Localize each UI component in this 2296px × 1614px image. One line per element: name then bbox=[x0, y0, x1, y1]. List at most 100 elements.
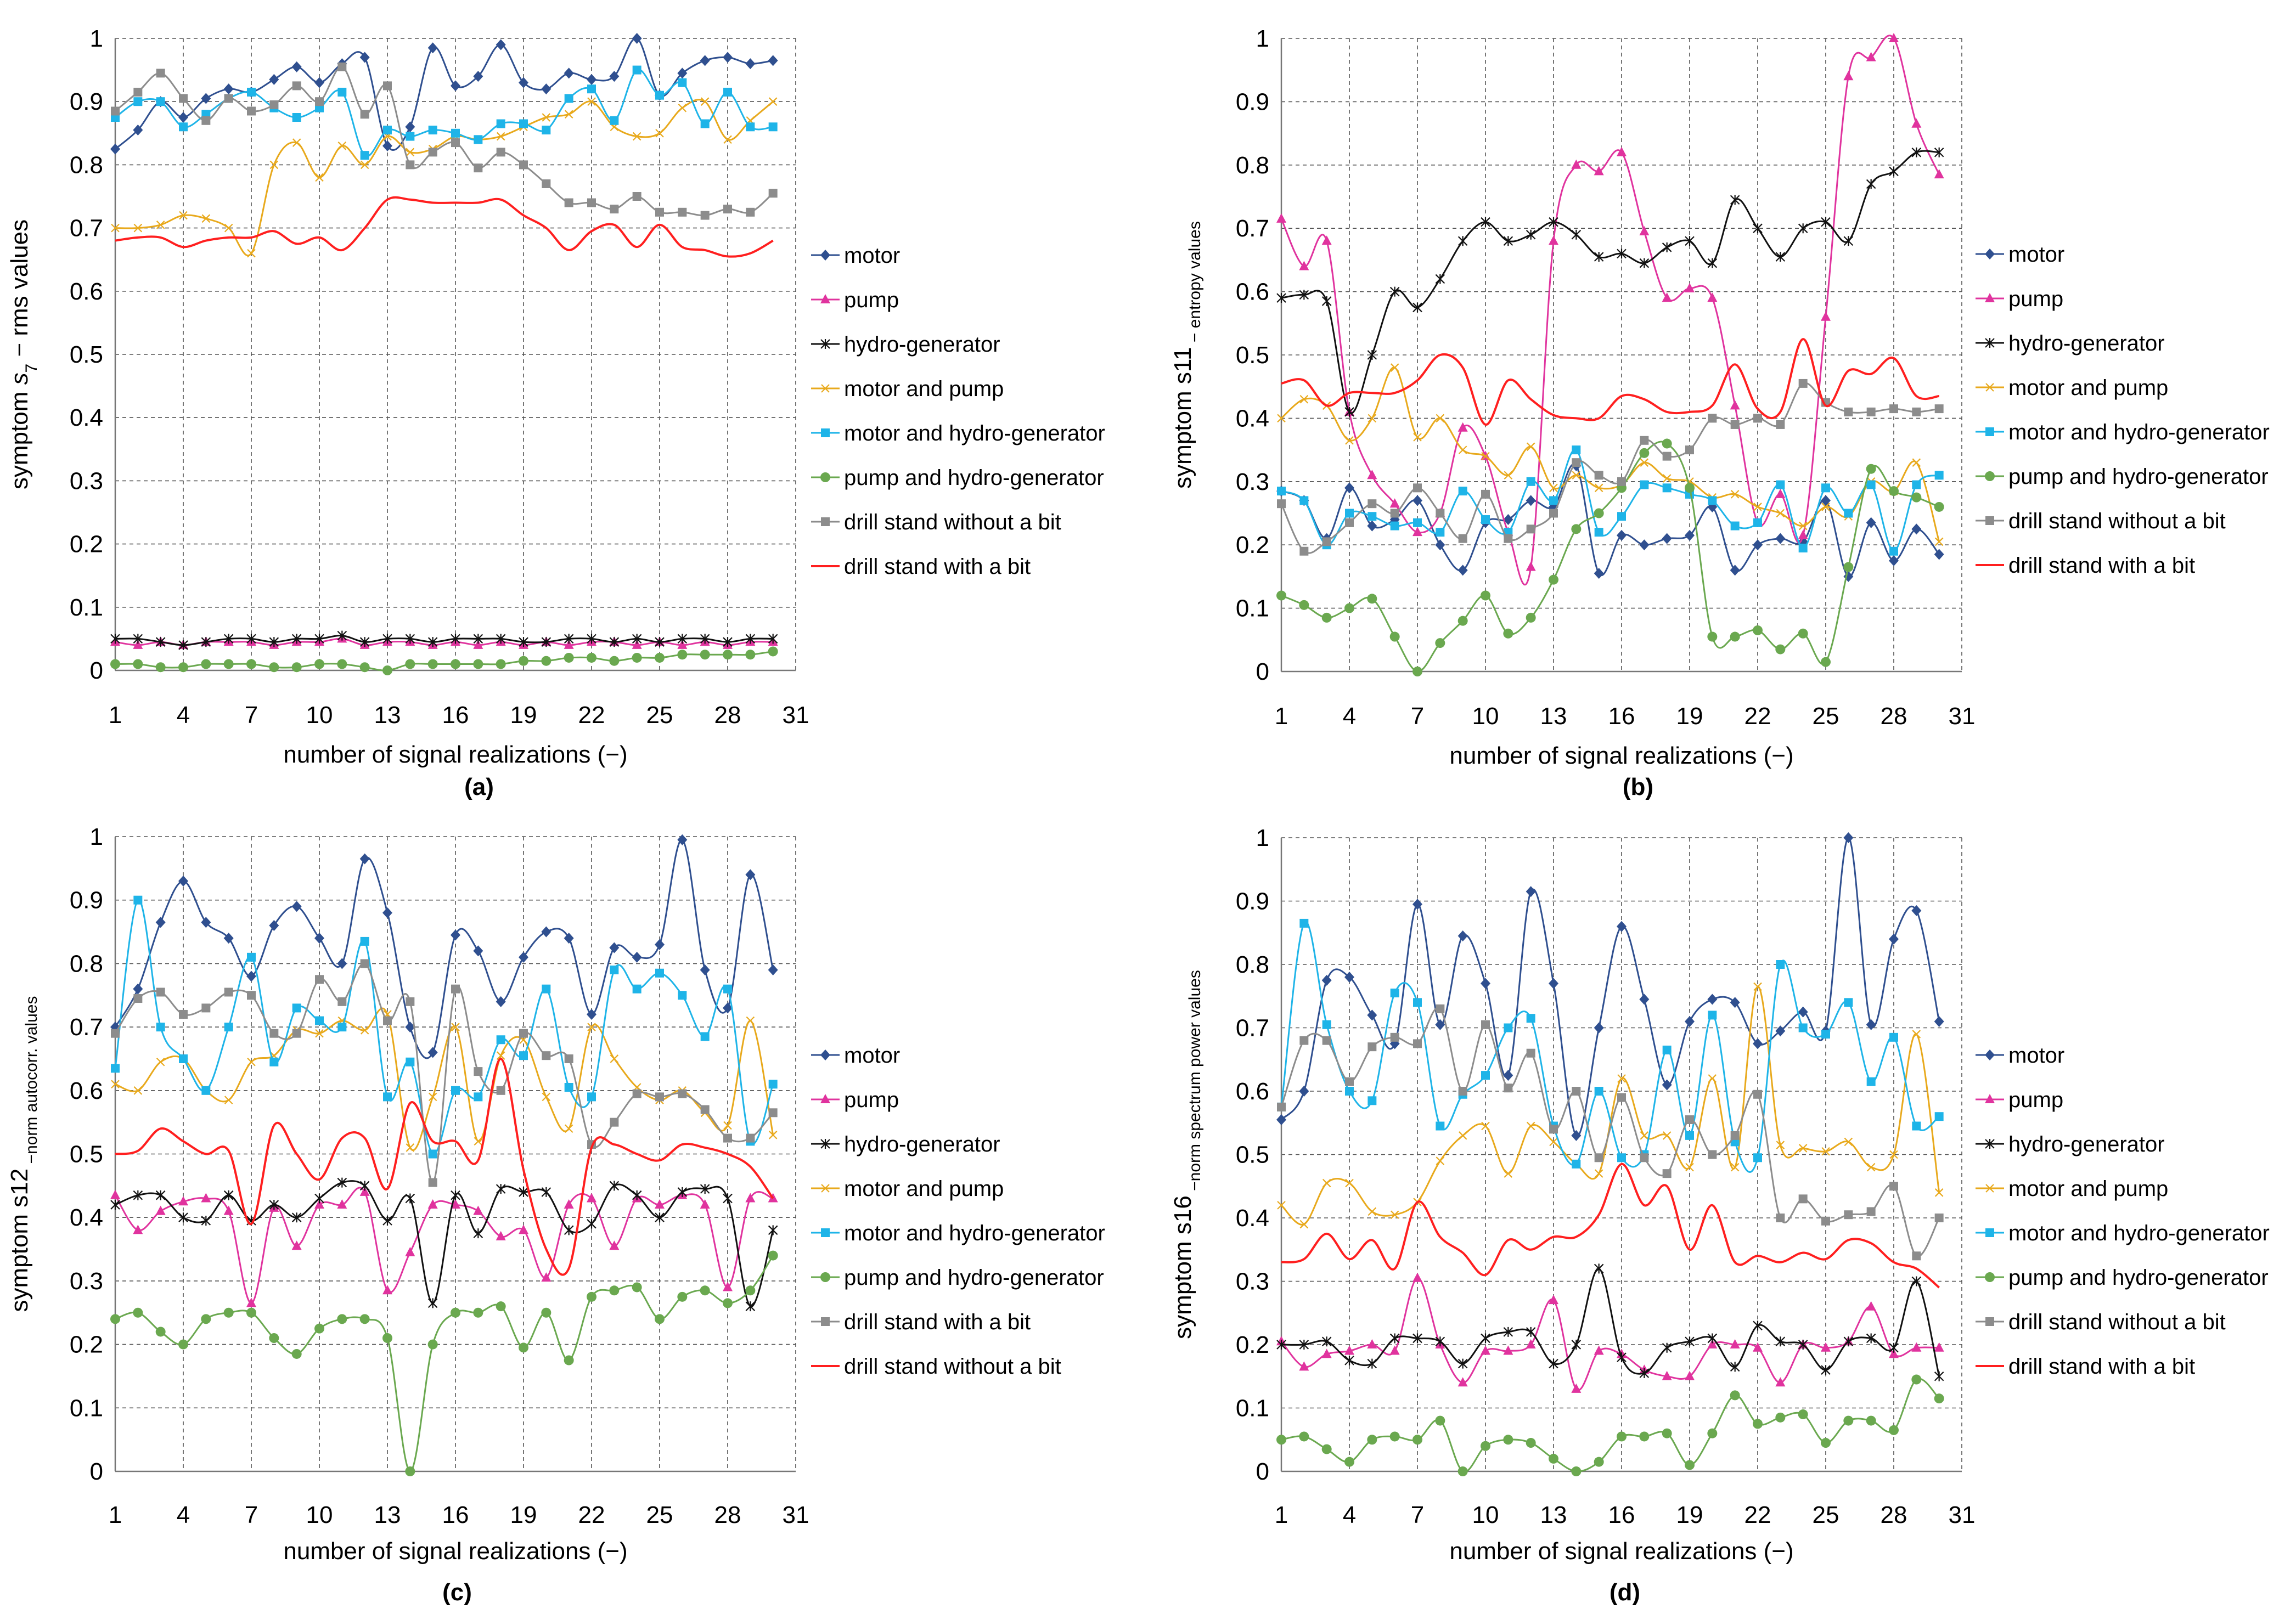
data-point-pump-and-hydro-generator bbox=[1321, 1444, 1332, 1454]
data-point-pump bbox=[1889, 1348, 1899, 1358]
data-point-motor bbox=[745, 869, 756, 881]
panel-caption-d: (d) bbox=[1609, 1579, 1641, 1606]
data-point-motor-and-pump bbox=[1436, 414, 1445, 423]
y-tick-label: 0.4 bbox=[70, 404, 103, 431]
legend-item-pump: pump bbox=[1976, 287, 2063, 311]
x-tick-label: 28 bbox=[714, 1502, 741, 1528]
data-point-motor bbox=[1866, 1019, 1876, 1030]
data-point-hydro-generator bbox=[178, 640, 188, 650]
data-point-motor-and-hydro-generator bbox=[1481, 515, 1490, 524]
data-point-motor bbox=[1707, 994, 1718, 1005]
data-point-hydro-generator bbox=[1934, 147, 1944, 157]
data-point-pump-and-hydro-generator bbox=[1639, 448, 1650, 458]
data-point-motor-and-pump bbox=[542, 113, 551, 122]
data-point-motor bbox=[609, 942, 620, 953]
data-point-motor-and-hydro-generator bbox=[1299, 496, 1309, 505]
data-point-motor-and-pump bbox=[1572, 471, 1581, 480]
x-tick-label: 1 bbox=[1275, 1502, 1288, 1528]
data-point-pump-and-hydro-generator bbox=[1344, 603, 1354, 613]
data-point-motor bbox=[1549, 978, 1558, 989]
x-tick-label: 31 bbox=[783, 1502, 809, 1528]
data-point-pump-and-hydro-generator bbox=[519, 656, 528, 666]
data-point-motor-and-pump bbox=[1526, 1121, 1535, 1131]
data-point-motor-and-hydro-generator bbox=[1458, 487, 1467, 496]
data-point-pump-and-hydro-generator bbox=[427, 1339, 438, 1350]
data-point-pump-and-hydro-generator bbox=[1662, 438, 1672, 449]
legend-swatch-marker bbox=[821, 517, 830, 526]
data-point-pump bbox=[496, 1231, 506, 1240]
data-point-hydro-generator bbox=[451, 634, 460, 644]
legend-label: hydro-generator bbox=[2008, 331, 2165, 355]
data-point-pump-and-hydro-generator bbox=[1843, 1415, 1854, 1426]
data-point-pump-and-hydro-generator bbox=[155, 662, 166, 673]
series-motor-and-pump bbox=[111, 97, 778, 258]
data-point-motor-and-pump bbox=[1753, 982, 1762, 991]
data-point-motor bbox=[1639, 994, 1650, 1005]
data-point-motor-and-hydro-generator bbox=[1368, 1096, 1377, 1105]
data-point-motor-and-hydro-generator bbox=[383, 1092, 392, 1102]
data-point-hydro-generator bbox=[1617, 1352, 1627, 1363]
series-line-hydro-generator bbox=[115, 1180, 774, 1307]
data-point-motor-and-hydro-generator bbox=[383, 126, 392, 135]
data-point-drill-stand-with-a-bit bbox=[337, 997, 347, 1006]
data-point-motor bbox=[1571, 1130, 1582, 1141]
data-point-pump bbox=[1481, 1345, 1490, 1355]
data-point-drill-stand-without-a-bit bbox=[360, 110, 369, 119]
data-point-hydro-generator bbox=[1276, 293, 1286, 303]
legend-swatch-marker bbox=[821, 1228, 830, 1237]
data-point-pump-and-hydro-generator bbox=[1707, 631, 1718, 642]
legend-item-drill-stand-without-a-bit: drill stand without a bit bbox=[811, 1355, 1061, 1379]
data-point-hydro-generator bbox=[1344, 1355, 1354, 1365]
x-tick-label: 31 bbox=[1949, 1502, 1976, 1528]
data-point-motor-and-hydro-generator bbox=[1730, 521, 1740, 531]
data-point-motor-and-hydro-generator bbox=[406, 1057, 415, 1066]
data-point-drill-stand-with-a-bit bbox=[655, 1092, 664, 1102]
data-point-motor bbox=[700, 964, 710, 975]
data-point-drill-stand-without-a-bit bbox=[1413, 1039, 1422, 1048]
data-point-motor-and-hydro-generator bbox=[723, 984, 732, 994]
data-point-pump-and-hydro-generator bbox=[723, 650, 733, 660]
legend-swatch-marker bbox=[821, 1317, 830, 1326]
data-point-hydro-generator bbox=[427, 637, 438, 647]
series-line-motor-and-pump bbox=[1280, 985, 1940, 1226]
data-point-pump-and-hydro-generator bbox=[1526, 612, 1536, 623]
data-point-hydro-generator bbox=[1639, 1368, 1650, 1378]
data-point-drill-stand-with-a-bit bbox=[678, 1089, 687, 1098]
data-point-pump-and-hydro-generator bbox=[655, 652, 665, 663]
data-point-motor bbox=[314, 77, 324, 88]
data-point-hydro-generator bbox=[405, 1193, 415, 1204]
data-point-motor-and-hydro-generator bbox=[428, 126, 437, 135]
data-point-hydro-generator bbox=[745, 1301, 756, 1312]
data-point-motor-and-hydro-generator bbox=[655, 91, 664, 100]
data-point-motor-and-hydro-generator bbox=[1277, 487, 1286, 496]
data-point-drill-stand-without-a-bit bbox=[1662, 452, 1672, 461]
y-tick-label: 0.9 bbox=[70, 88, 103, 115]
data-point-motor-and-hydro-generator bbox=[542, 126, 551, 135]
data-point-motor-and-pump bbox=[768, 97, 778, 106]
x-tick-label: 4 bbox=[1343, 1502, 1356, 1528]
data-point-motor-and-pump bbox=[1912, 1030, 1921, 1039]
data-point-pump-and-hydro-generator bbox=[1911, 492, 1922, 503]
legend-swatch-marker bbox=[1985, 1049, 1995, 1060]
data-point-motor-and-hydro-generator bbox=[179, 1054, 188, 1063]
x-tick-label: 25 bbox=[646, 702, 673, 729]
data-point-pump bbox=[1685, 1370, 1695, 1380]
series-line-drill-stand-with-a-bit bbox=[1281, 338, 1939, 426]
data-point-hydro-generator bbox=[382, 1215, 392, 1226]
legend-label: hydro-generator bbox=[844, 332, 1000, 357]
data-point-motor-and-hydro-generator bbox=[632, 984, 641, 994]
data-point-pump-and-hydro-generator bbox=[1594, 508, 1604, 518]
data-point-motor bbox=[768, 55, 778, 66]
data-point-motor-and-hydro-generator bbox=[1594, 1087, 1603, 1096]
data-point-motor bbox=[723, 52, 733, 63]
data-point-hydro-generator bbox=[632, 634, 642, 644]
series-motor bbox=[110, 33, 778, 155]
data-point-pump bbox=[314, 1199, 324, 1209]
data-point-drill-stand-with-a-bit bbox=[156, 987, 165, 997]
legend-item-motor-and-pump: motor and pump bbox=[1976, 376, 2168, 400]
data-point-motor-and-hydro-generator bbox=[768, 122, 778, 132]
data-point-drill-stand-with-a-bit bbox=[428, 1178, 437, 1187]
data-point-pump bbox=[564, 639, 574, 649]
data-point-pump bbox=[1389, 498, 1400, 508]
legend-swatch-marker bbox=[1985, 249, 1995, 259]
